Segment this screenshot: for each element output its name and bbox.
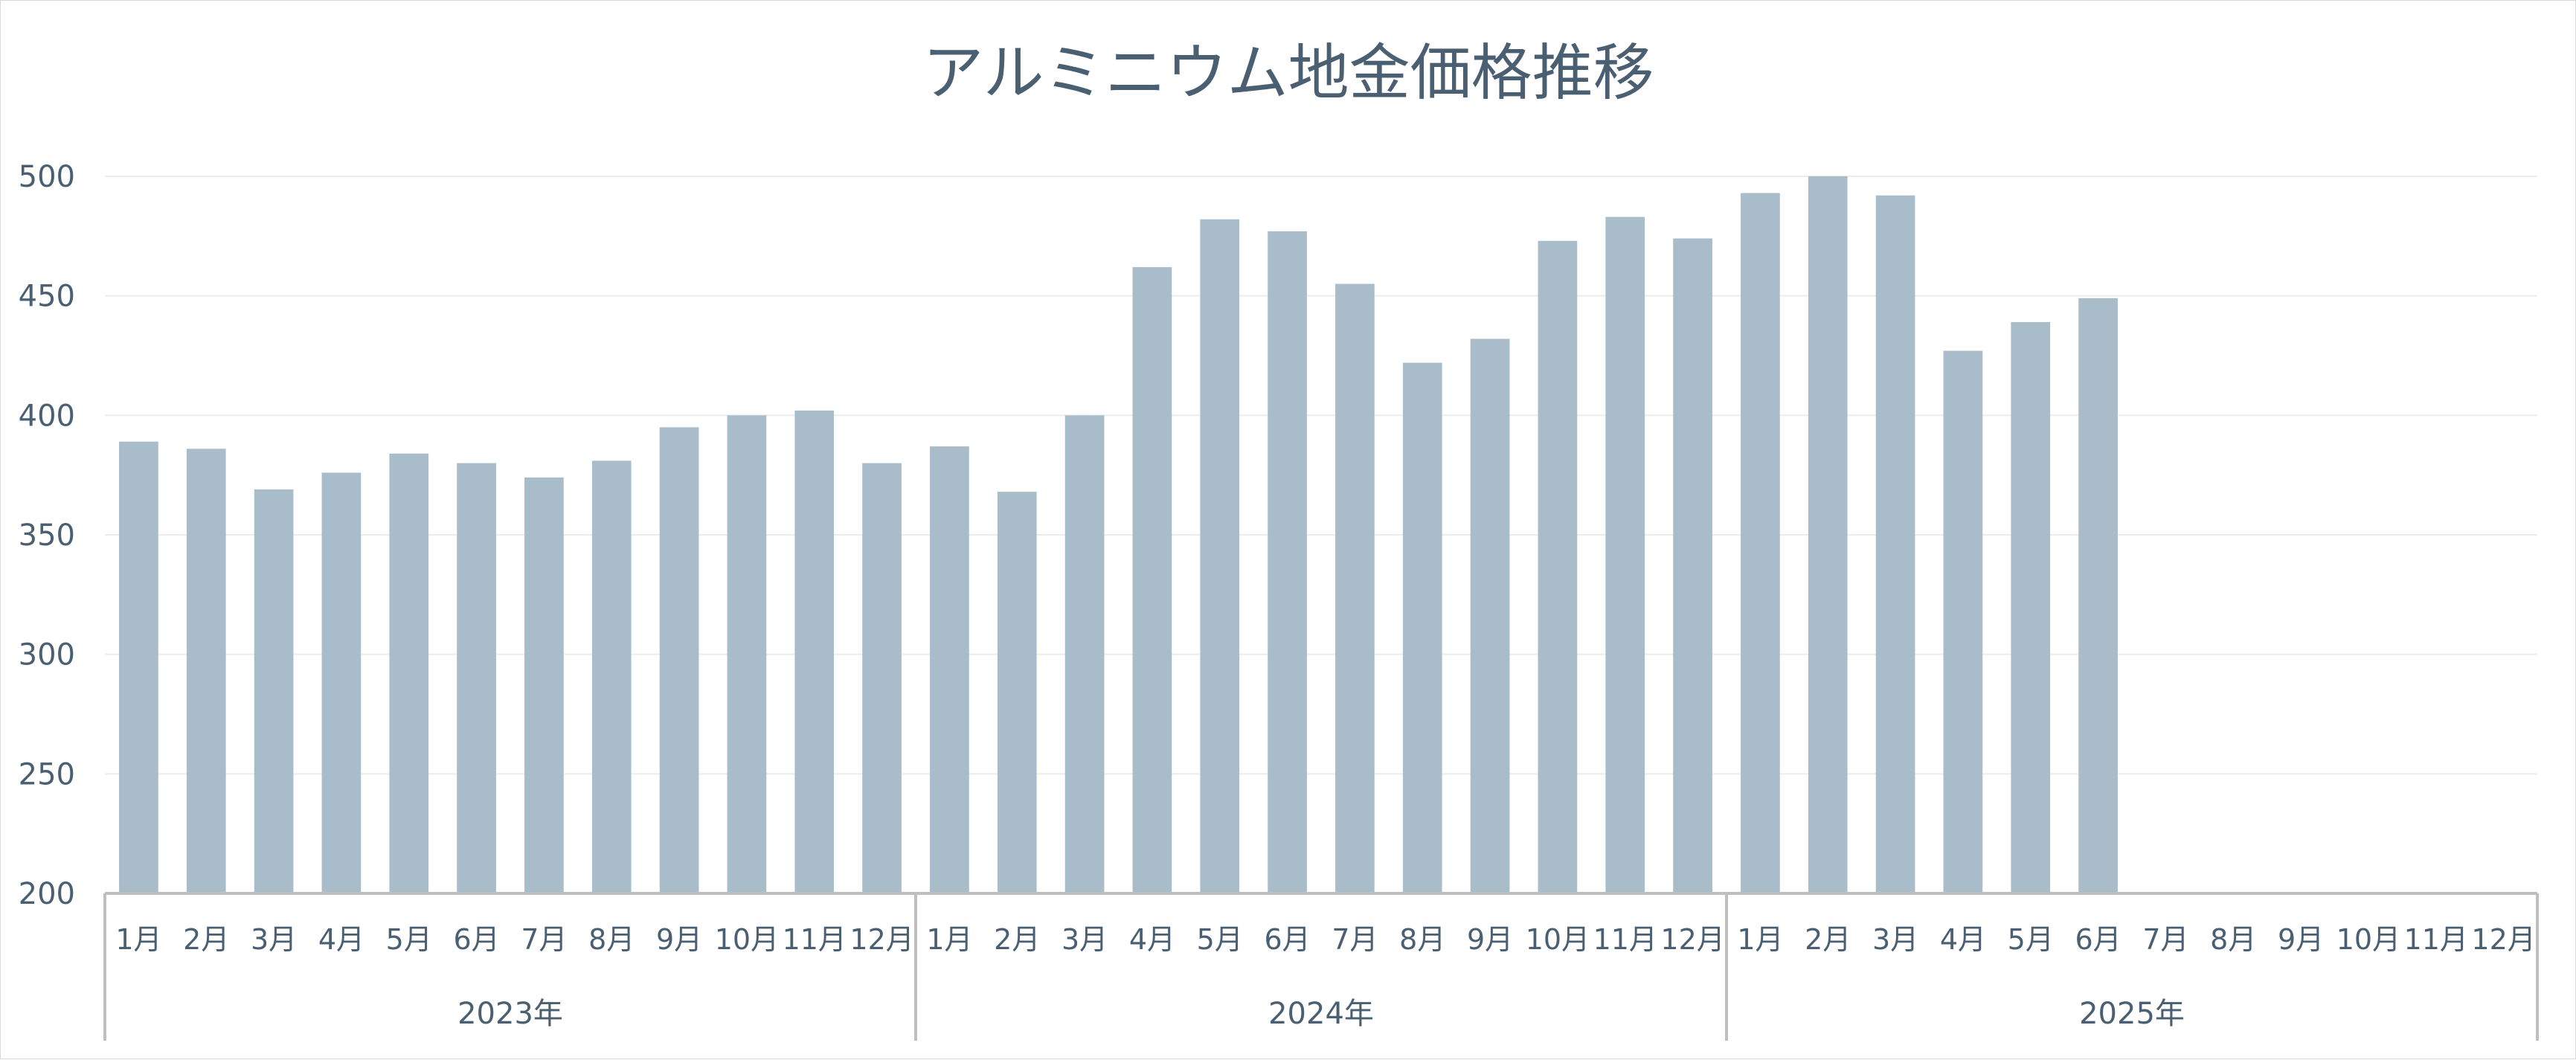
month-label: 3月	[251, 923, 297, 956]
y-tick-label: 200	[19, 877, 75, 911]
month-label: 9月	[656, 923, 702, 956]
bar	[1470, 338, 1510, 893]
x-axis	[103, 892, 2539, 1041]
year-label: 2024年	[1268, 997, 1374, 1031]
bar	[186, 449, 226, 893]
month-label: 7月	[2142, 923, 2188, 956]
y-axis-ticks: 200 250 300 350 400 450 500	[19, 160, 75, 911]
bar	[457, 463, 496, 893]
month-label: 4月	[318, 923, 364, 956]
bar	[1943, 350, 1983, 893]
year-label: 2025年	[2079, 997, 2185, 1031]
month-label: 1月	[926, 923, 972, 956]
bar	[1200, 219, 1240, 894]
bar	[1132, 267, 1172, 893]
bar	[524, 477, 564, 893]
month-label: 4月	[1940, 923, 1986, 956]
month-label: 5月	[2008, 923, 2054, 956]
bar	[862, 463, 902, 893]
month-label: 12月	[1660, 923, 1724, 956]
month-label: 11月	[1593, 923, 1657, 956]
month-label: 8月	[2210, 923, 2256, 956]
bar	[1741, 193, 1780, 893]
month-label: 10月	[715, 923, 779, 956]
bar	[1605, 216, 1645, 893]
month-label: 6月	[453, 923, 499, 956]
bar	[1402, 362, 1442, 893]
bar	[321, 472, 362, 893]
y-tick-label: 300	[19, 638, 75, 672]
y-tick-label: 450	[19, 280, 75, 314]
bar	[1268, 231, 1307, 893]
bar	[930, 446, 969, 893]
bar	[727, 415, 767, 893]
bar	[659, 427, 699, 893]
month-label: 1月	[115, 923, 161, 956]
bar	[254, 489, 294, 893]
month-label: 12月	[2471, 923, 2535, 956]
chart-title: アルミニウム地金価格推移	[922, 38, 1654, 109]
bar	[389, 453, 429, 893]
month-label: 7月	[521, 923, 567, 956]
month-label: 2月	[1805, 923, 1851, 956]
y-tick-label: 350	[19, 518, 75, 553]
y-tick-label: 500	[19, 160, 75, 194]
year-label: 2023年	[457, 997, 563, 1031]
month-label: 2月	[183, 923, 229, 956]
month-label: 10月	[1526, 923, 1590, 956]
bar	[2011, 322, 2051, 894]
month-label: 6月	[2075, 923, 2121, 956]
month-label: 5月	[386, 923, 432, 956]
bars	[119, 176, 2118, 894]
month-label: 4月	[1129, 923, 1175, 956]
month-label: 10月	[2336, 923, 2400, 956]
bar	[1538, 240, 1578, 893]
month-label: 9月	[2278, 923, 2324, 956]
month-label: 8月	[1399, 923, 1445, 956]
bar	[119, 441, 158, 893]
bar	[1808, 176, 1848, 893]
month-label: 12月	[849, 923, 913, 956]
bar	[1875, 195, 1915, 893]
bar	[591, 460, 632, 893]
month-label: 9月	[1467, 923, 1513, 956]
month-label: 11月	[2404, 923, 2468, 956]
gridlines	[105, 176, 2537, 775]
bar	[997, 492, 1037, 893]
bar	[1673, 238, 1712, 894]
month-label: 1月	[1737, 923, 1783, 956]
month-label: 3月	[1872, 923, 1918, 956]
bar	[1335, 283, 1375, 894]
month-label: 11月	[783, 923, 847, 956]
bar	[1064, 415, 1105, 893]
month-label: 6月	[1264, 923, 1310, 956]
y-tick-label: 400	[19, 399, 75, 433]
bar	[2078, 298, 2118, 893]
month-label: 2月	[994, 923, 1040, 956]
month-label: 8月	[588, 923, 635, 956]
month-label: 3月	[1061, 923, 1108, 956]
month-label: 5月	[1197, 923, 1243, 956]
month-label: 7月	[1332, 923, 1378, 956]
bar	[794, 410, 835, 893]
y-tick-label: 250	[19, 757, 75, 791]
